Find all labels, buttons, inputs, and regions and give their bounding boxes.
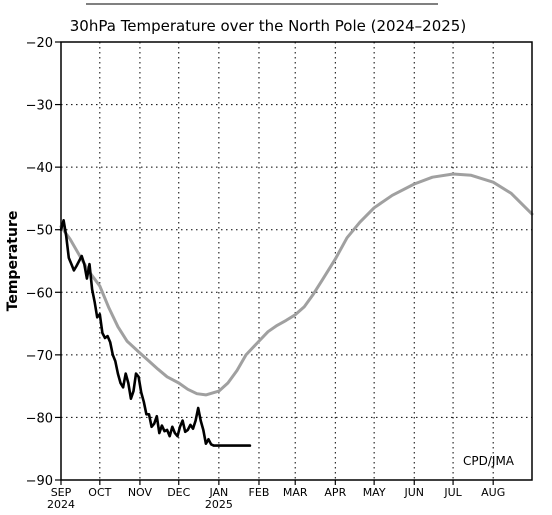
y-tick-label: −60	[26, 286, 53, 301]
x-tick-label: DEC	[167, 486, 190, 499]
series-layer	[59, 172, 534, 447]
chart-title: 30hPa Temperature over the North Pole (2…	[70, 17, 466, 35]
x-tick-label: MAR	[283, 486, 308, 499]
x-tick-year-label: 2025	[205, 498, 233, 511]
x-tick-label: MAY	[363, 486, 386, 499]
x-tick-year-label: 2024	[47, 498, 75, 511]
y-tick-label: −30	[26, 99, 53, 114]
y-axis-label: Temperature	[5, 211, 21, 312]
x-tick-label: NOV	[128, 486, 153, 499]
credit-label: CPD/JMA	[463, 454, 515, 468]
observed-line	[59, 219, 252, 447]
y-tick-label: −20	[26, 36, 53, 51]
x-tick-label: SEP	[51, 486, 72, 499]
y-tick-label: −80	[26, 411, 53, 426]
y-axis: −90 −80 −70 −60 −50 −40 −30 −20	[26, 36, 61, 489]
grid	[61, 42, 532, 480]
x-tick-label: AUG	[481, 486, 505, 499]
x-tick-label: OCT	[88, 486, 111, 499]
y-tick-label: −40	[26, 161, 53, 176]
x-tick-label: JAN	[208, 486, 228, 499]
x-tick-label: APR	[324, 486, 346, 499]
y-tick-label: −90	[26, 474, 53, 489]
y-tick-label: −50	[26, 224, 53, 239]
x-tick-label: FEB	[249, 486, 270, 499]
plot-frame	[60, 41, 533, 481]
x-tick-label: JUN	[403, 486, 424, 499]
y-tick-label: −70	[26, 349, 53, 364]
climatology-line	[59, 172, 534, 397]
x-tick-label: JUL	[443, 486, 462, 499]
